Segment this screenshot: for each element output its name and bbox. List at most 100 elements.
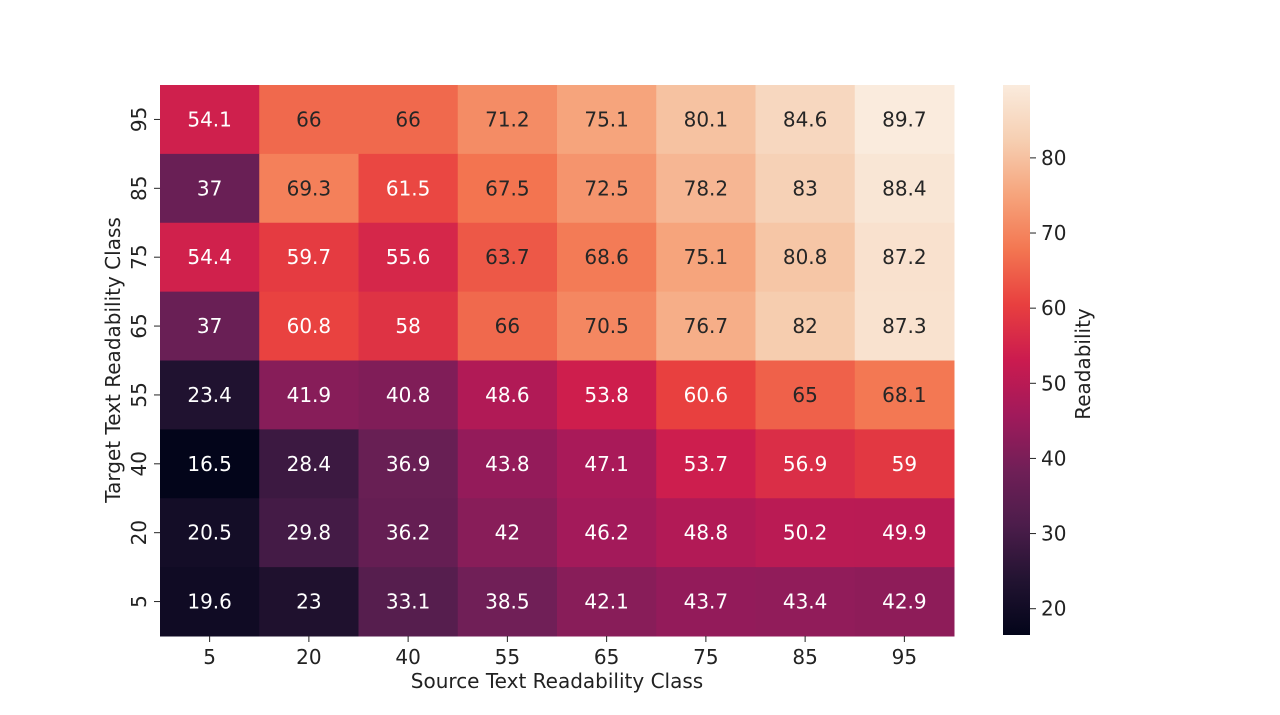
heatmap-cell	[854, 222, 955, 293]
x-tick-label: 75	[693, 645, 718, 669]
heatmap-cell	[259, 498, 359, 568]
cell-value-label: 42.9	[882, 590, 927, 614]
heatmap-cell	[557, 360, 657, 430]
heatmap-cell	[656, 567, 756, 637]
heatmap-cell	[358, 291, 459, 361]
cell-value-label: 68.6	[584, 245, 629, 269]
heatmap-cell	[755, 222, 856, 293]
y-tick-label: 55	[127, 382, 151, 407]
x-tick-label: 55	[495, 645, 520, 669]
cell-value-label: 68.1	[882, 383, 927, 407]
heatmap-cell	[557, 291, 657, 361]
colorbar-tick-label: 30	[1041, 522, 1066, 546]
x-axis-label: Source Text Readability Class	[411, 669, 703, 693]
cell-value-label: 41.9	[287, 383, 332, 407]
x-tick-label: 40	[395, 645, 420, 669]
y-axis-ticks: 95 85 75 65 55 40 20 5	[127, 107, 160, 608]
heatmap-cell	[656, 498, 756, 568]
cell-value-label: 23.4	[187, 383, 232, 407]
heatmap-cell	[358, 85, 459, 155]
cell-value-label: 59	[892, 452, 917, 476]
heatmap-cell	[755, 85, 856, 155]
x-tick-label: 20	[296, 645, 321, 669]
heatmap-cell	[557, 498, 657, 568]
colorbar-tick-label: 20	[1041, 597, 1066, 621]
cell-value-label: 72.5	[584, 176, 629, 200]
heatmap-cell	[358, 222, 459, 293]
heatmap-cell	[457, 291, 558, 361]
cell-value-label: 56.9	[783, 452, 828, 476]
cell-value-label: 49.9	[882, 521, 927, 545]
y-tick-label: 85	[127, 176, 151, 201]
heatmap-cell	[755, 498, 856, 568]
cell-value-label: 71.2	[485, 107, 530, 131]
cell-value-label: 87.2	[882, 245, 927, 269]
heatmap-cell	[358, 498, 459, 568]
heatmap-cell	[656, 153, 756, 224]
cell-value-label: 20.5	[187, 521, 232, 545]
y-tick-label: 75	[127, 244, 151, 269]
cell-value-label: 80.8	[783, 245, 828, 269]
heatmap-cell	[457, 222, 558, 293]
y-axis-label: Target Text Readability Class	[101, 217, 125, 504]
heatmap-cell	[656, 429, 756, 499]
cell-value-label: 38.5	[485, 590, 530, 614]
heatmap-cell	[160, 429, 260, 499]
heatmap-cell	[160, 85, 260, 155]
colorbar-tick-label: 40	[1041, 446, 1066, 470]
cell-value-label: 19.6	[187, 590, 232, 614]
colorbar-tick-label: 60	[1041, 296, 1066, 320]
heatmap-cell	[854, 153, 955, 224]
x-tick-label: 5	[203, 645, 216, 669]
cell-value-label: 55.6	[386, 245, 431, 269]
cell-value-label: 36.2	[386, 521, 431, 545]
heatmap-cell	[854, 291, 955, 361]
heatmap-cell	[755, 291, 856, 361]
heatmap-cell	[755, 429, 856, 499]
cell-value-label: 59.7	[287, 245, 332, 269]
cell-value-label: 58	[395, 314, 420, 338]
cell-value-label: 16.5	[187, 452, 232, 476]
cell-value-label: 47.1	[584, 452, 629, 476]
cell-value-label: 54.1	[187, 107, 232, 131]
heatmap-cell	[854, 85, 955, 155]
heatmap-cell	[160, 222, 260, 293]
heatmap-cell	[259, 360, 359, 430]
cell-value-label: 37	[197, 314, 222, 338]
cell-value-label: 66	[495, 314, 520, 338]
heatmap-cell	[656, 222, 756, 293]
cell-value-label: 66	[296, 107, 321, 131]
heatmap-cell	[656, 85, 756, 155]
cell-value-label: 66	[395, 107, 420, 131]
y-tick-label: 20	[127, 520, 151, 545]
cell-value-label: 63.7	[485, 245, 530, 269]
heatmap-cell	[457, 153, 558, 224]
cell-value-label: 80.1	[684, 107, 729, 131]
cell-value-label: 53.8	[584, 383, 629, 407]
cell-value-label: 33.1	[386, 590, 431, 614]
heatmap-cell	[160, 153, 260, 224]
cell-value-label: 89.7	[882, 107, 927, 131]
cell-value-label: 48.6	[485, 383, 530, 407]
colorbar-ticks: 20 30 40 50 60 70 80	[1030, 146, 1066, 621]
heatmap-cell	[358, 567, 459, 637]
heatmap-cells: 54.1 66 66 71.2 75.1 80.1 84.6 89.7 37 69.3 61.5 67…	[160, 85, 955, 637]
cell-value-label: 42.1	[584, 590, 629, 614]
cell-value-label: 83	[792, 176, 817, 200]
y-tick-label: 65	[127, 313, 151, 338]
heatmap-cell	[854, 429, 955, 499]
colorbar-tick-label: 70	[1041, 221, 1066, 245]
heatmap-cell	[656, 360, 756, 430]
heatmap-cell	[854, 567, 955, 637]
cell-value-label: 43.8	[485, 452, 530, 476]
cell-value-label: 43.7	[684, 590, 729, 614]
heatmap-cell	[160, 498, 260, 568]
cell-value-label: 29.8	[287, 521, 332, 545]
cell-value-label: 46.2	[584, 521, 629, 545]
cell-value-label: 60.6	[684, 383, 729, 407]
colorbar-tick-label: 50	[1041, 371, 1066, 395]
heatmap-cell	[755, 567, 856, 637]
x-tick-label: 65	[594, 645, 619, 669]
heatmap-cell	[259, 222, 359, 293]
